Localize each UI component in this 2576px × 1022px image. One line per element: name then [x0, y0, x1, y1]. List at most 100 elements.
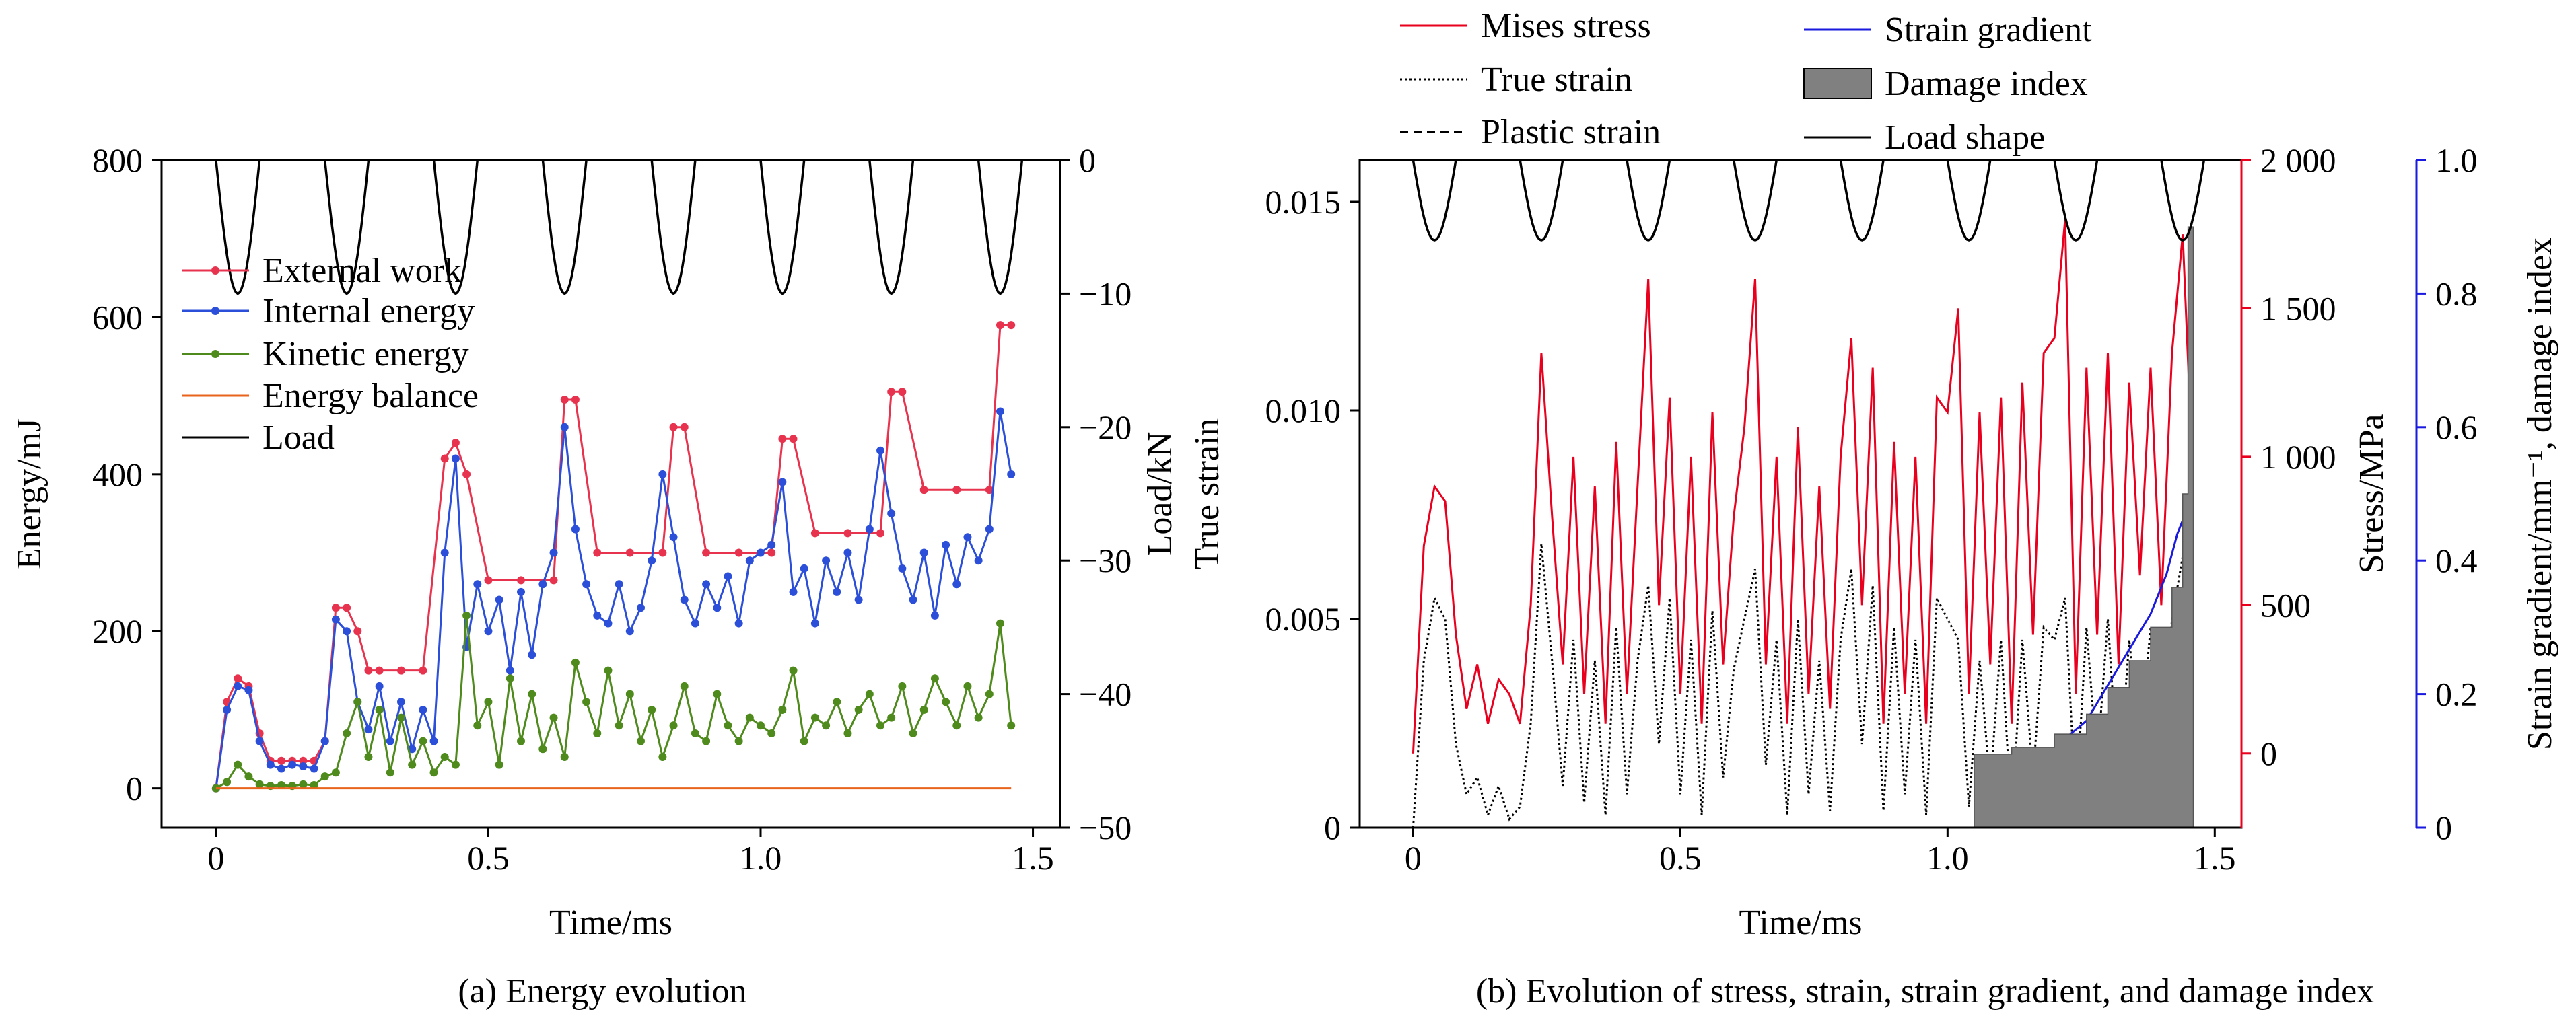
- y-axis-label: True strain: [1188, 418, 1226, 570]
- external-work-point: [734, 548, 743, 557]
- kinetic-energy-point: [484, 698, 493, 706]
- kinetic-energy-point: [1007, 721, 1016, 730]
- external-work-point: [952, 486, 961, 495]
- internal-energy-point: [604, 619, 613, 628]
- internal-energy-point: [223, 705, 232, 714]
- internal-energy-point: [560, 423, 569, 431]
- internal-energy-point: [843, 548, 852, 557]
- internal-energy-point: [658, 470, 667, 478]
- kinetic-energy-point: [898, 682, 907, 690]
- external-work-point: [571, 395, 580, 404]
- internal-energy-point: [789, 587, 798, 596]
- internal-energy-point: [996, 407, 1004, 416]
- kinetic-energy-point: [593, 729, 602, 737]
- internal-energy-point: [942, 540, 950, 549]
- kinetic-energy-point: [234, 760, 242, 769]
- kinetic-energy-point: [223, 778, 232, 787]
- internal-energy-point: [637, 604, 645, 612]
- external-work-point: [549, 576, 558, 585]
- kinetic-energy-point: [942, 698, 950, 706]
- internal-energy-point: [299, 762, 308, 770]
- kinetic-energy-point: [440, 752, 449, 761]
- panel-b: 0 0.5 1.0 1.5 0 0.005 0.010 0.015 0 500 1 000 1 500…: [1188, 7, 2559, 1011]
- external-work-point: [397, 666, 405, 675]
- mises-stress-legend-label: Mises stress: [1481, 7, 1651, 45]
- x-axis-label: Time/ms: [549, 904, 672, 942]
- figure-caption: (a) Energy evolution: [458, 972, 746, 1011]
- load-pulse-0: [215, 159, 261, 295]
- kinetic-energy-point: [854, 705, 863, 714]
- internal-energy-point: [484, 627, 493, 636]
- kinetic-energy-point: [386, 768, 394, 777]
- x-tick-label: 0: [207, 839, 224, 877]
- internal-energy-point: [757, 548, 765, 557]
- kinetic-energy-point: [789, 666, 798, 675]
- internal-energy-legend-marker: [211, 307, 219, 315]
- internal-energy-point: [375, 682, 384, 690]
- damage-index-area: [1974, 226, 2194, 828]
- plastic-strain-legend-label: Plastic strain: [1481, 113, 1661, 151]
- damage-index-legend-label: Damage index: [1885, 65, 2088, 103]
- internal-energy-point: [310, 764, 318, 773]
- external-work-line: [215, 324, 1012, 789]
- internal-energy-point: [876, 446, 884, 455]
- kinetic-energy-point: [462, 611, 471, 620]
- load-shape-pulse-5: [1946, 159, 1992, 242]
- y3-tick-label: 0.8: [2435, 275, 2478, 312]
- kinetic-energy-point: [419, 737, 427, 745]
- kinetic-energy-legend-marker: [211, 350, 219, 358]
- kinetic-energy-point: [364, 752, 373, 761]
- external-work-point: [898, 388, 907, 396]
- y3-tick-label: 0: [2435, 809, 2452, 846]
- internal-energy-point: [277, 764, 285, 773]
- load-pulse-6: [868, 159, 915, 295]
- load-legend-label: Load: [263, 418, 335, 457]
- internal-energy-point: [724, 572, 732, 581]
- kinetic-energy-point: [876, 721, 884, 730]
- external-work-point: [702, 548, 711, 557]
- kinetic-energy-point: [996, 619, 1004, 628]
- figure-caption: (b) Evolution of stress, strain, strain …: [1476, 972, 2374, 1011]
- external-work-point: [484, 576, 493, 585]
- kinetic-energy-point: [310, 780, 318, 789]
- y2-tick-label: −30: [1079, 542, 1132, 579]
- internal-energy-point: [495, 595, 503, 604]
- true-strain-line: [1412, 544, 2194, 828]
- kinetic-energy-point: [734, 737, 743, 745]
- internal-energy-point: [952, 580, 961, 589]
- kinetic-energy-point: [637, 737, 645, 745]
- internal-energy-point: [833, 587, 841, 596]
- kinetic-energy-point: [343, 729, 351, 737]
- internal-energy-point: [549, 548, 558, 557]
- external-work-point: [462, 470, 471, 478]
- plot-frame: [160, 159, 1061, 829]
- kinetic-energy-point: [244, 772, 253, 781]
- internal-energy-point: [320, 737, 329, 745]
- internal-energy-point: [745, 556, 754, 565]
- external-work-point: [440, 454, 449, 463]
- load-pulse-5: [759, 159, 806, 295]
- kinetic-energy-point: [320, 772, 329, 781]
- kinetic-energy-point: [255, 780, 264, 789]
- kinetic-energy-point: [974, 713, 983, 722]
- y3-tick-label: 1.0: [2435, 141, 2478, 179]
- kinetic-energy-point: [757, 721, 765, 730]
- mises-stress-line: [1412, 219, 2194, 754]
- internal-energy-point: [898, 564, 907, 573]
- internal-energy-point: [429, 737, 438, 745]
- kinetic-energy-point: [331, 768, 340, 777]
- y3-tick-label: 0.4: [2435, 542, 2478, 579]
- y2-axis-label: Stress/MPa: [2353, 414, 2391, 574]
- y3-tick-label: 0.2: [2435, 676, 2478, 713]
- internal-energy-point: [288, 760, 297, 769]
- x-tick-label: 1.0: [740, 839, 782, 877]
- external-work-point: [560, 395, 569, 404]
- x-tick-label: 1.5: [1012, 839, 1054, 877]
- y-tick-label: 0.010: [1265, 392, 1342, 429]
- load-shape-pulse-7: [2160, 159, 2206, 242]
- internal-energy-point: [734, 619, 743, 628]
- internal-energy-point: [854, 595, 863, 604]
- internal-energy-point: [255, 737, 264, 745]
- external-work-point: [919, 486, 928, 495]
- external-work-point: [843, 529, 852, 538]
